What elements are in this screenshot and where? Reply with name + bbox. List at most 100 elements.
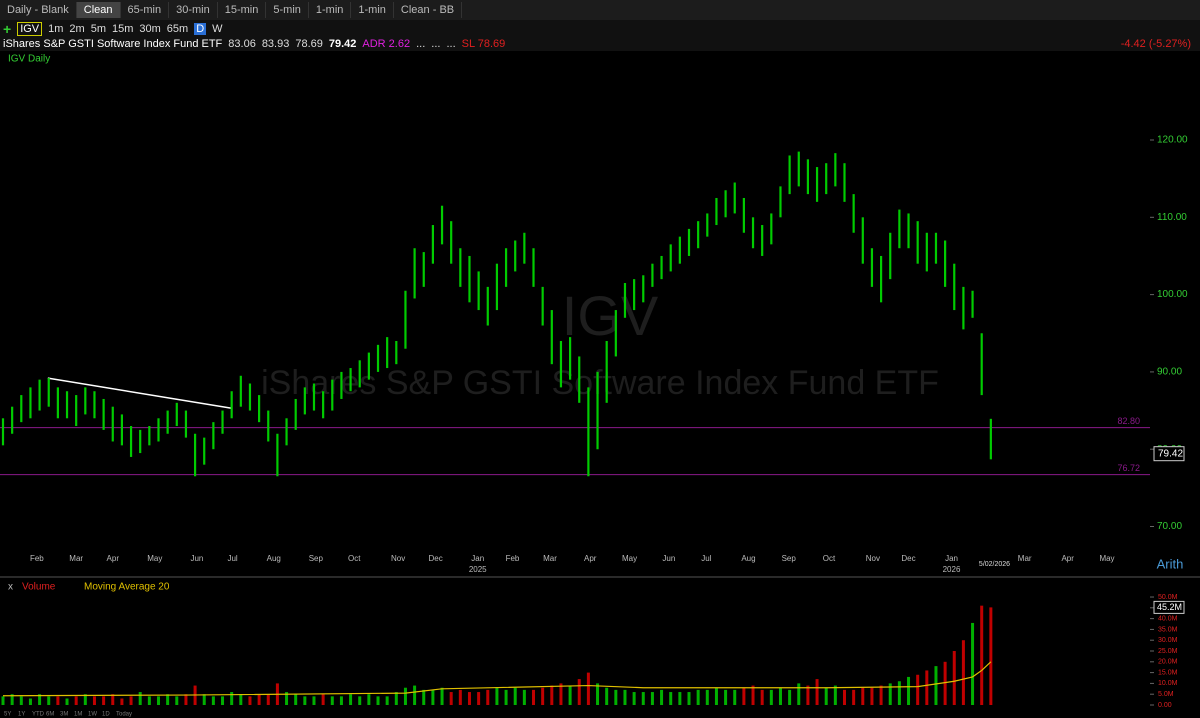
volume-bar bbox=[376, 696, 380, 705]
x-tick-label: Jul bbox=[227, 554, 237, 563]
volume-bar bbox=[458, 689, 462, 705]
volume-bar bbox=[888, 683, 892, 705]
volume-bar bbox=[760, 689, 764, 705]
volume-bar bbox=[266, 694, 270, 705]
volume-bar bbox=[696, 689, 700, 705]
volume-bar bbox=[897, 681, 901, 705]
tab[interactable]: Clean bbox=[76, 2, 121, 18]
tab[interactable]: Clean - BB bbox=[394, 2, 463, 18]
level-label: 82.80 bbox=[1117, 416, 1140, 426]
volume-bar bbox=[385, 696, 389, 705]
volume-bar bbox=[961, 640, 965, 705]
volume-bar bbox=[10, 694, 14, 705]
tab[interactable]: 1-min bbox=[309, 2, 352, 18]
x-tick-label: Jul bbox=[701, 554, 711, 563]
volume-bar bbox=[980, 605, 984, 705]
volume-bar bbox=[156, 696, 160, 705]
tab[interactable]: 1-min bbox=[351, 2, 394, 18]
volume-bar bbox=[522, 689, 526, 705]
volume-bar bbox=[303, 696, 307, 705]
tab[interactable]: 15-min bbox=[218, 2, 267, 18]
volume-bar bbox=[467, 692, 471, 705]
x-tick-label: Mar bbox=[1018, 554, 1032, 563]
y-tick-label: 20.0M bbox=[1158, 659, 1178, 666]
range-button: 1Y bbox=[18, 712, 25, 718]
volume-bar bbox=[431, 689, 435, 705]
interval-button[interactable]: 1m bbox=[48, 22, 64, 35]
x-tick-label: May bbox=[622, 554, 637, 563]
volume-bar bbox=[486, 689, 490, 705]
last-volume-label: 45.2M bbox=[1157, 602, 1182, 612]
volume-bar bbox=[449, 692, 453, 705]
x-tick-label: Sep bbox=[309, 554, 324, 563]
volume-bar bbox=[28, 698, 32, 705]
y-tick-label: 15.0M bbox=[1158, 669, 1178, 676]
range-button: 3M bbox=[60, 712, 68, 718]
y-tick-label: 30.0M bbox=[1158, 637, 1178, 644]
interval-button[interactable]: 5m bbox=[90, 22, 106, 35]
interval-button[interactable]: 65m bbox=[166, 22, 189, 35]
x-tick-label: Apr bbox=[584, 554, 597, 563]
volume-bar bbox=[559, 683, 563, 705]
x-tick-label: May bbox=[1099, 554, 1114, 563]
volume-bar bbox=[38, 694, 42, 705]
volume-bar bbox=[907, 676, 911, 705]
trendline bbox=[47, 377, 232, 409]
y-tick-label: 25.0M bbox=[1158, 648, 1178, 655]
volume-bar bbox=[742, 687, 746, 705]
x-tick-label: Jun bbox=[662, 554, 675, 563]
quote-value: 79.42 bbox=[328, 38, 357, 50]
quote-value: 83.93 bbox=[261, 38, 290, 50]
volume-bar bbox=[495, 687, 499, 705]
volume-bar bbox=[916, 674, 920, 705]
volume-bar bbox=[925, 670, 929, 705]
volume-bar bbox=[532, 689, 536, 705]
volume-bar bbox=[778, 687, 782, 705]
y-tick-label: 70.00 bbox=[1157, 521, 1182, 532]
volume-bar bbox=[797, 683, 801, 705]
volume-bar bbox=[733, 689, 737, 705]
volume-bar bbox=[19, 696, 23, 705]
interval-button[interactable]: 30m bbox=[139, 22, 161, 35]
tab[interactable]: 30-min bbox=[169, 2, 218, 18]
interval-button[interactable]: 2m bbox=[69, 22, 85, 35]
volume-bar bbox=[669, 692, 673, 705]
volume-bar bbox=[147, 696, 151, 705]
volume-bar bbox=[56, 696, 60, 705]
add-icon[interactable]: + bbox=[3, 20, 12, 37]
tab[interactable]: 5-min bbox=[266, 2, 309, 18]
volume-bar bbox=[815, 679, 819, 705]
volume-bar bbox=[285, 692, 289, 705]
volume-bar bbox=[504, 689, 508, 705]
volume-bar bbox=[211, 696, 215, 705]
interval-button[interactable]: D bbox=[194, 22, 207, 35]
interval-button[interactable]: 15m bbox=[111, 22, 134, 35]
volume-bar bbox=[632, 692, 636, 705]
x-tick-label: Feb bbox=[30, 554, 44, 563]
volume-bar bbox=[550, 685, 554, 705]
volume-bar bbox=[221, 696, 225, 705]
volume-bar bbox=[513, 687, 517, 705]
volume-bar bbox=[358, 696, 362, 705]
y-tick-label: 90.00 bbox=[1157, 367, 1182, 378]
tab[interactable]: 65-min bbox=[121, 2, 170, 18]
x-tick-label: Sep bbox=[782, 554, 797, 563]
interval-button[interactable]: W bbox=[212, 22, 223, 35]
x-tick-label: Dec bbox=[901, 554, 915, 563]
volume-bar bbox=[65, 698, 69, 705]
quote-value: 78.69 bbox=[295, 38, 323, 50]
x-tick-label: Oct bbox=[348, 554, 361, 563]
symbol[interactable]: IGV bbox=[17, 21, 43, 36]
date-label: 5/02/2026 bbox=[979, 561, 1010, 568]
volume-bar bbox=[321, 694, 325, 705]
x-tick-label: Jan bbox=[471, 554, 484, 563]
last-price-label: 79.42 bbox=[1158, 448, 1183, 459]
volume-bar bbox=[660, 689, 664, 705]
volume-bar bbox=[367, 694, 371, 705]
volume-bar bbox=[129, 696, 133, 705]
volume-bar bbox=[806, 685, 810, 705]
volume-bar bbox=[751, 685, 755, 705]
tab[interactable]: Daily - Blank bbox=[0, 2, 77, 18]
x-tick-label: Apr bbox=[1061, 554, 1074, 563]
volume-bar bbox=[879, 685, 883, 705]
